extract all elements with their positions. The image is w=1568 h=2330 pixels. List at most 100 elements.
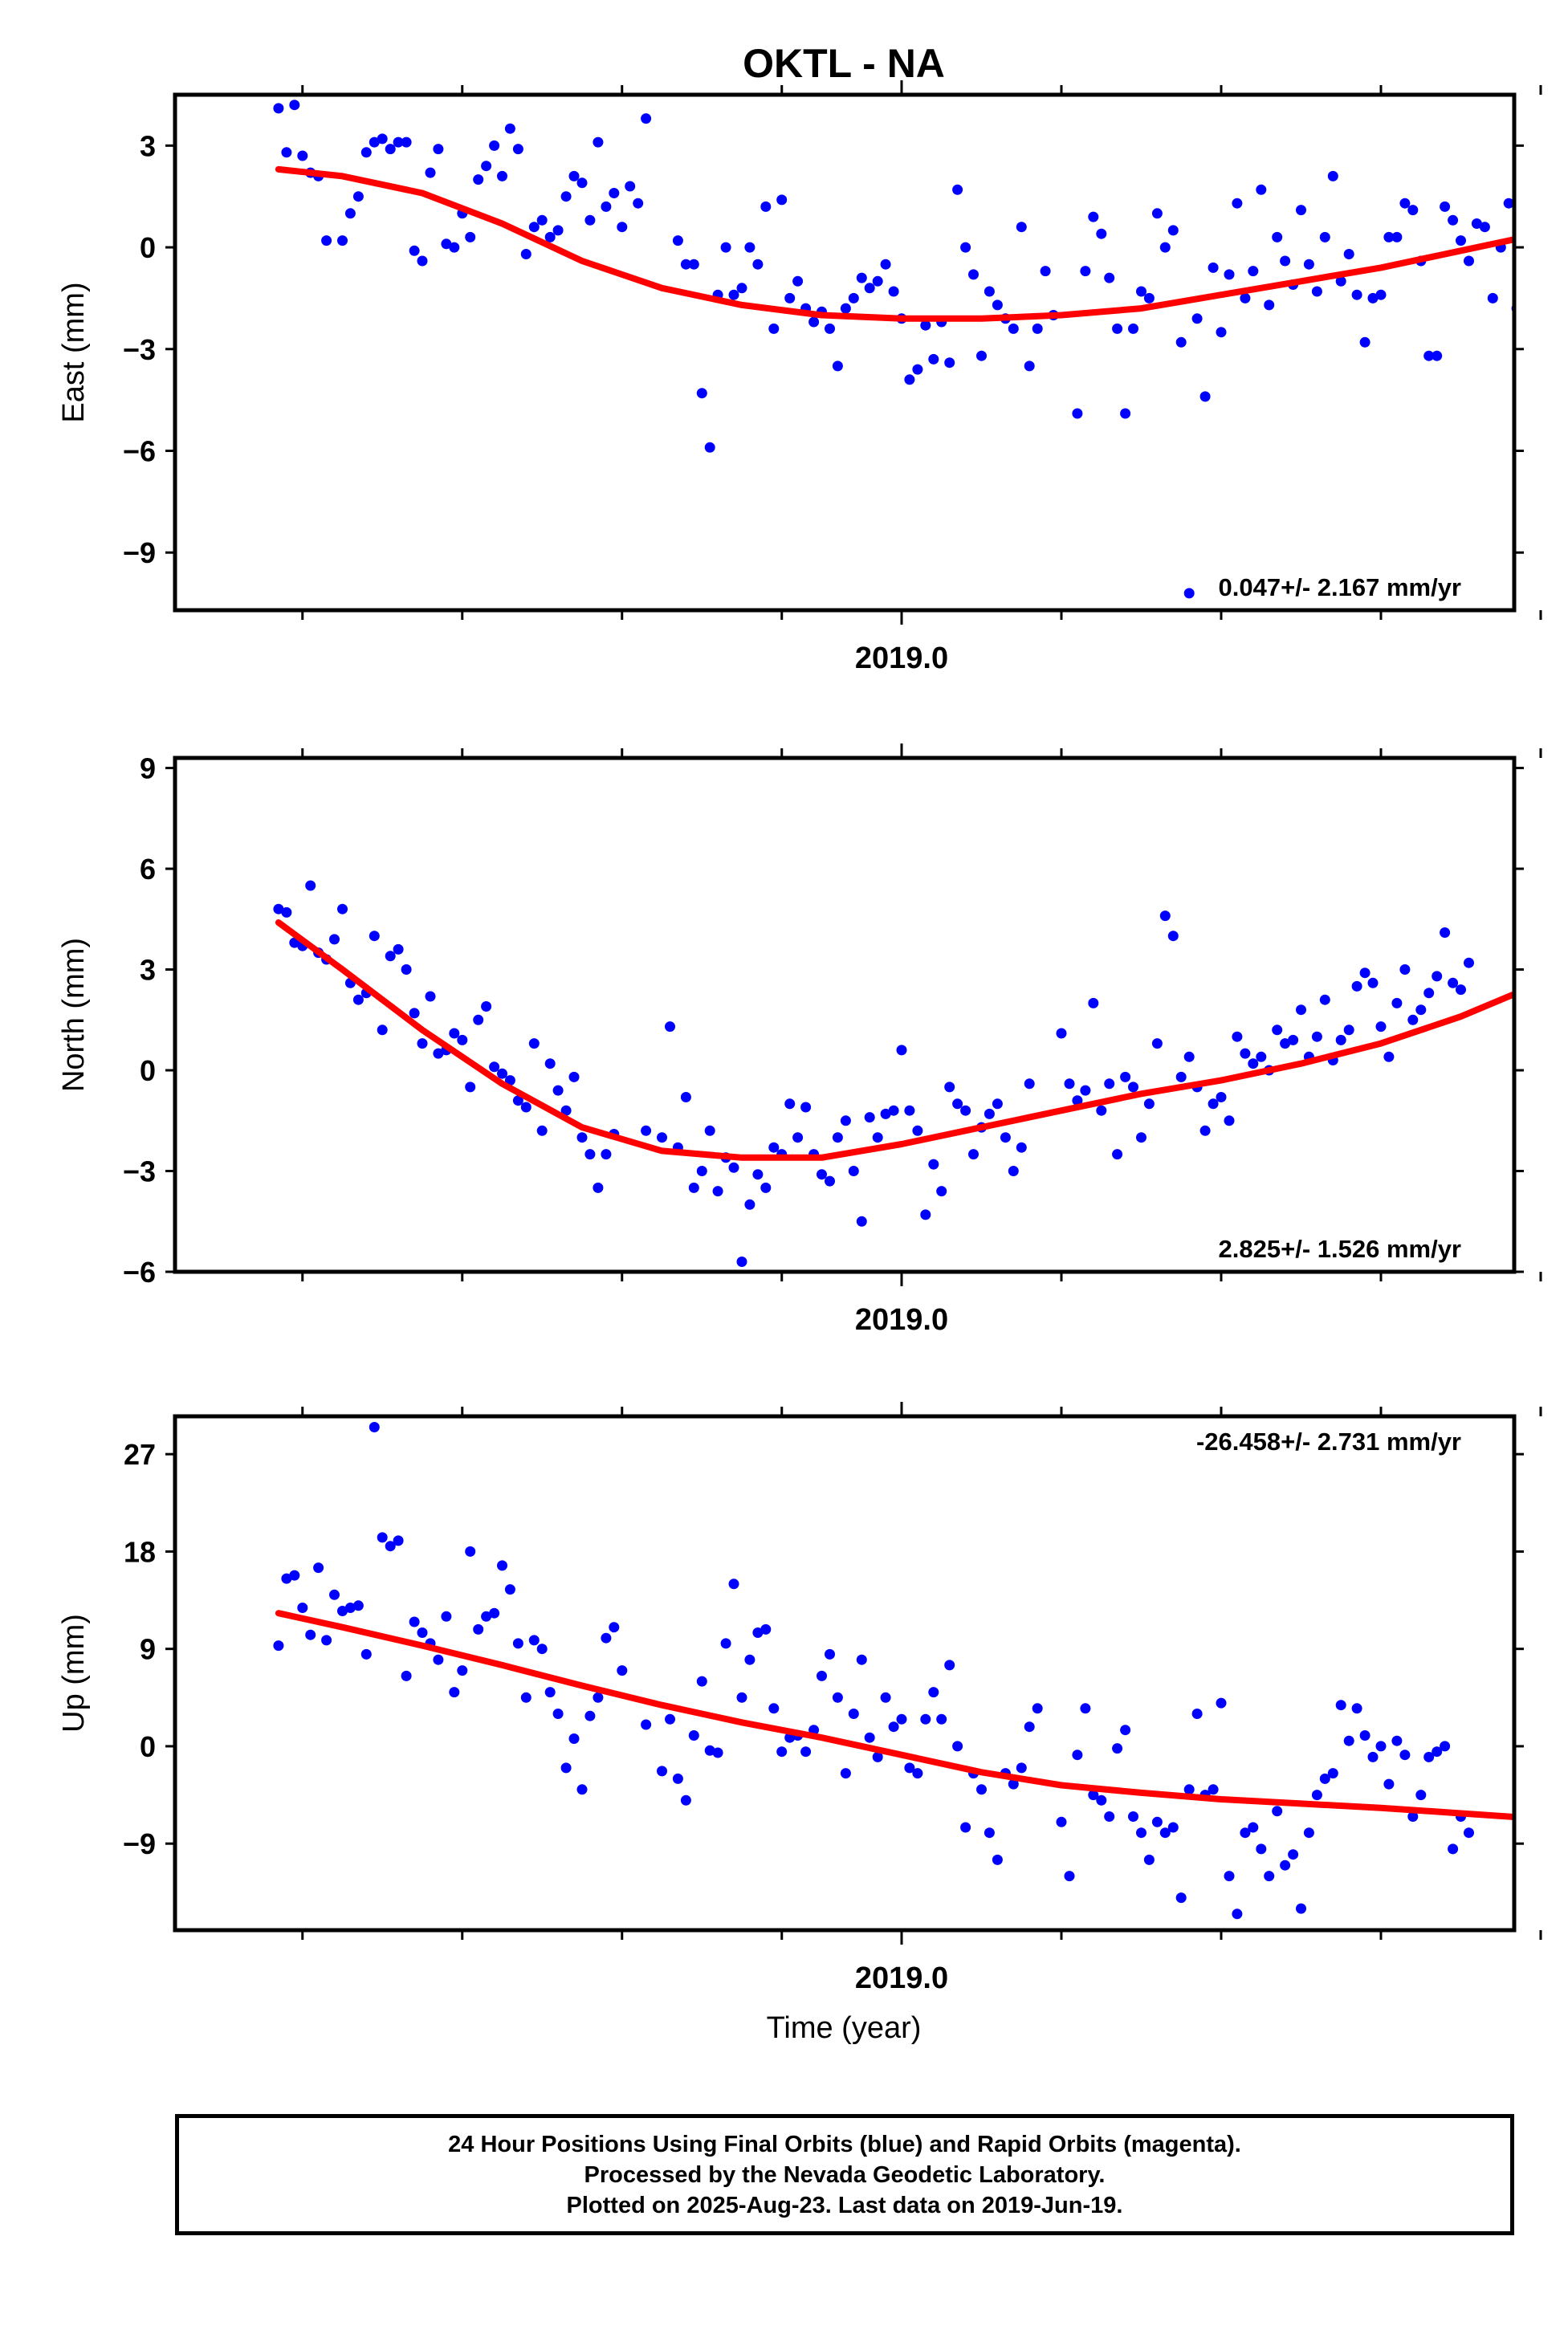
data-point: [1423, 1751, 1435, 1762]
x-tick-label: 2019.0: [855, 642, 948, 675]
data-point: [992, 1098, 1003, 1110]
data-point: [1351, 1703, 1362, 1714]
y-tick-label: −9: [123, 1827, 156, 1860]
data-point: [552, 1709, 564, 1719]
data-point: [352, 1600, 364, 1611]
data-point: [481, 1611, 492, 1622]
data-point: [337, 903, 348, 914]
data-point: [321, 1635, 332, 1646]
data-point: [1407, 1014, 1419, 1025]
data-point: [512, 1095, 523, 1106]
data-point: [281, 1573, 292, 1584]
data-point: [696, 388, 707, 399]
rate-label: 2.825+/- 1.526 mm/yr: [1219, 1235, 1461, 1263]
data-point: [896, 1045, 907, 1056]
fit-line: [275, 919, 1514, 1161]
data-point: [1167, 1822, 1179, 1833]
data-point: [1175, 1892, 1187, 1904]
data-point: [473, 1623, 484, 1635]
y-tick-label: 0: [140, 1054, 156, 1087]
data-point: [433, 1654, 444, 1665]
plot-frame: [173, 1414, 1517, 1933]
data-point: [601, 1632, 612, 1644]
data-point: [441, 238, 452, 250]
data-point: [1088, 1790, 1099, 1801]
data-point: [784, 1098, 796, 1110]
data-point: [1112, 323, 1123, 334]
data-point: [1112, 1149, 1123, 1160]
data-point: [465, 1081, 476, 1093]
data-point: [552, 225, 564, 236]
data-point: [536, 1125, 548, 1136]
data-point: [1224, 269, 1235, 280]
data-point: [1280, 255, 1291, 267]
data-point: [1399, 964, 1411, 975]
data-point: [1167, 931, 1179, 942]
data-point: [377, 1532, 388, 1543]
data-point: [1288, 1034, 1299, 1045]
data-point: [1024, 360, 1035, 372]
data-point: [912, 364, 923, 375]
data-point: [1032, 323, 1043, 334]
data-point: [377, 133, 388, 145]
data-point: [888, 286, 899, 297]
data-point: [1128, 1811, 1138, 1822]
data-point: [1272, 231, 1283, 242]
data-point: [680, 1794, 691, 1806]
data-point: [952, 1741, 963, 1752]
data-point: [1151, 1038, 1163, 1049]
data-point: [1256, 1843, 1267, 1855]
data-point: [1208, 1098, 1219, 1110]
data-point: [984, 1827, 995, 1839]
data-point: [481, 1001, 492, 1012]
data-point: [672, 1773, 683, 1784]
data-point: [1016, 222, 1027, 233]
data-point: [792, 275, 804, 287]
data-point: [584, 1149, 596, 1160]
data-point: [848, 1709, 859, 1719]
data-point: [936, 1713, 947, 1725]
data-point: [1351, 980, 1362, 992]
data-point: [1319, 994, 1330, 1005]
data-point: [512, 1638, 523, 1649]
data-point: [944, 1660, 955, 1671]
data-point: [576, 177, 588, 189]
data-point: [800, 1102, 812, 1113]
data-point: [457, 1665, 468, 1676]
data-point: [744, 1654, 755, 1665]
data-point: [728, 1162, 739, 1173]
y-tick-label: −6: [123, 1256, 156, 1289]
data-point: [825, 323, 835, 334]
data-point: [752, 1169, 764, 1180]
data-point: [617, 1665, 628, 1676]
data-point: [512, 144, 523, 155]
panel-east: −9 −6 −3 0 3 2019.0 East (mm) 0.047+/- 2.167 mm…: [57, 80, 1542, 675]
data-point: [1440, 201, 1451, 212]
data-point: [680, 1092, 691, 1102]
data-point: [1224, 1871, 1235, 1882]
data-point: [576, 1784, 588, 1795]
data-point: [1000, 1132, 1011, 1143]
y-axis-label: East (mm): [57, 282, 91, 422]
data-point: [409, 1616, 420, 1627]
data-point: [273, 903, 284, 914]
data-point: [641, 1125, 652, 1136]
data-point: [776, 1746, 788, 1758]
data-point: [1448, 214, 1459, 226]
data-point: [601, 1149, 612, 1160]
data-point: [409, 1008, 420, 1019]
data-point: [385, 951, 396, 962]
data-point: [552, 1085, 564, 1096]
data-point: [760, 201, 772, 212]
data-point: [1456, 235, 1466, 246]
data-point: [1159, 910, 1171, 922]
data-point: [720, 1638, 731, 1649]
data-point: [752, 259, 764, 270]
data-point: [1104, 272, 1115, 283]
data-point: [1208, 1784, 1219, 1795]
data-point: [344, 208, 356, 219]
data-point: [560, 1105, 572, 1116]
data-point: [1264, 299, 1275, 311]
data-point: [393, 943, 404, 955]
